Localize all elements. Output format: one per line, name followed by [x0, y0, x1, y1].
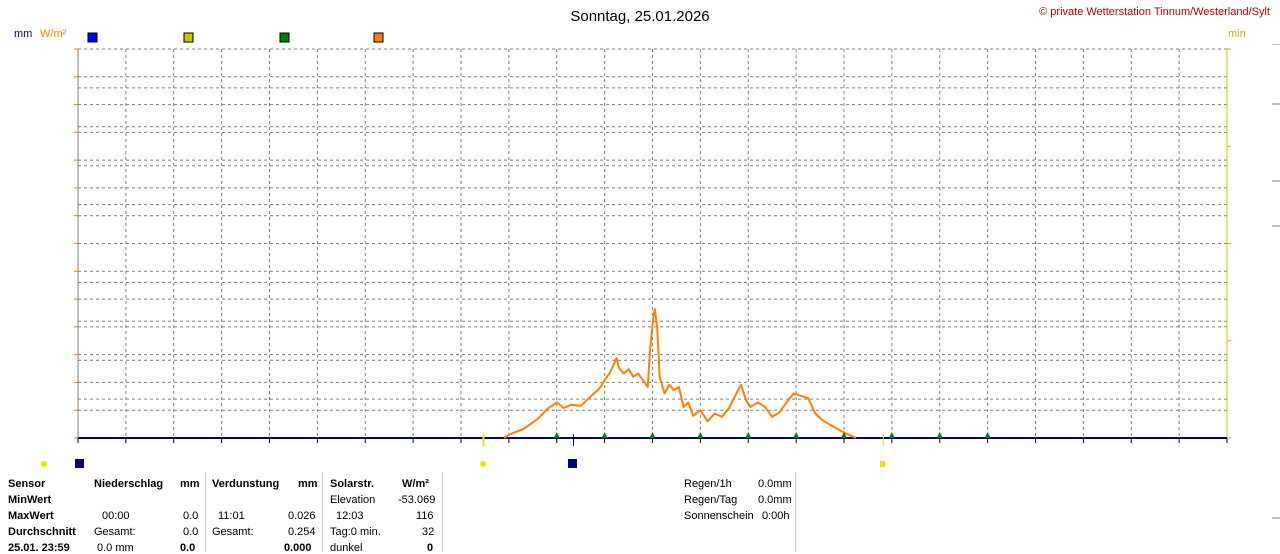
series-verdunstung-marker	[697, 432, 704, 438]
sun-icon	[41, 461, 47, 467]
chart-grid	[78, 48, 1227, 438]
regen-tag-label: Regen/Tag	[684, 494, 738, 506]
row-label-durchschnitt: Durchschnitt	[8, 526, 76, 538]
col-solar-unit: W/m²	[402, 478, 429, 490]
series-verdunstung-marker	[984, 432, 991, 438]
row-label-maxwert: MaxWert	[8, 510, 54, 522]
regen-1h-label: Regen/1h	[684, 478, 732, 490]
solar-elevation-val: -53.069	[398, 494, 436, 506]
solar-max-time: 12:03	[336, 510, 364, 522]
sonnenschein-label: Sonnenschein	[684, 510, 754, 522]
niederschlag-gesamt-val: 0.0	[183, 526, 199, 538]
legend-swatch-niederschlag	[87, 32, 98, 43]
sunset-icon	[880, 461, 885, 467]
legend-swatch-solarstr	[373, 32, 384, 43]
solar-dunkel-val: 0	[427, 542, 434, 554]
legend-swatch-sonnenschein	[183, 32, 194, 43]
verdunstung-gesamt-val: 0.254	[288, 526, 316, 538]
chart-series	[503, 308, 991, 439]
col-solar-header: Solarstr.	[330, 478, 375, 490]
divider	[322, 472, 323, 552]
unit-min-label: min	[1228, 28, 1246, 40]
row-label-minwert: MinWert	[8, 494, 52, 506]
series-verdunstung-marker	[649, 432, 656, 438]
solar-max-val: 116	[416, 510, 434, 522]
sonnenschein-val: 0:00h	[762, 510, 790, 522]
col-niederschlag-unit: mm	[180, 478, 200, 490]
row-label-last: 25.01. 23:59	[8, 542, 70, 554]
series-verdunstung-marker	[745, 432, 752, 438]
series-solar-line	[503, 308, 857, 439]
legend-swatch-verdunstung	[279, 32, 290, 43]
series-verdunstung-marker	[793, 432, 800, 438]
niederschlag-max-time: 00:00	[102, 510, 130, 522]
side-scroll-ticks	[1272, 44, 1280, 519]
unit-wm2-label: W/m²	[40, 28, 67, 40]
niederschlag-gesamt-label: Gesamt:	[94, 526, 136, 538]
series-verdunstung-marker	[888, 432, 895, 438]
divider	[795, 472, 796, 552]
chart-title: Sonntag, 25.01.2026	[570, 8, 709, 25]
verdunstung-last-big: 0.000	[284, 542, 312, 554]
col-niederschlag-header: Niederschlag	[94, 478, 164, 490]
col-verdunstung-header: Verdunstung	[212, 478, 280, 490]
solar-tag-val: 32	[422, 526, 435, 538]
niederschlag-max-val: 0.0	[183, 510, 199, 522]
unit-mm-label: mm	[14, 28, 32, 40]
solar-tag-label: Tag:0 min.	[330, 526, 381, 538]
chart-annotations	[41, 434, 885, 468]
sun-icon	[480, 461, 486, 467]
moon-icon	[75, 459, 84, 468]
verdunstung-max-time: 11:01	[218, 510, 245, 522]
series-verdunstung-marker	[841, 432, 847, 438]
chart-legend	[87, 32, 384, 43]
divider	[442, 472, 443, 552]
verdunstung-max-val: 0.026	[288, 510, 316, 522]
moon-icon	[568, 459, 577, 468]
series-verdunstung-marker	[601, 432, 608, 438]
regen-1h-val: 0.0mm	[758, 478, 792, 490]
solar-elevation-label: Elevation	[330, 494, 376, 506]
regen-tag-val: 0.0mm	[758, 494, 792, 506]
verdunstung-gesamt-label: Gesamt:	[212, 526, 254, 538]
niederschlag-last-val: 0.0 mm	[97, 542, 134, 554]
divider	[205, 472, 206, 552]
weather-chart: Sonntag, 25.01.2026 © private Wetterstat…	[14, 6, 1270, 468]
series-verdunstung-marker	[553, 432, 560, 438]
col-verdunstung-unit: mm	[298, 478, 318, 490]
chart-ticks	[74, 48, 1231, 443]
copyright-text: © private Wetterstation Tinnum/Westerlan…	[1039, 6, 1270, 18]
niederschlag-last-big: 0.0	[180, 542, 196, 554]
solar-dunkel-label: dunkel	[330, 542, 363, 554]
row-label-sensor: Sensor	[8, 478, 46, 490]
series-verdunstung-marker	[936, 432, 943, 438]
